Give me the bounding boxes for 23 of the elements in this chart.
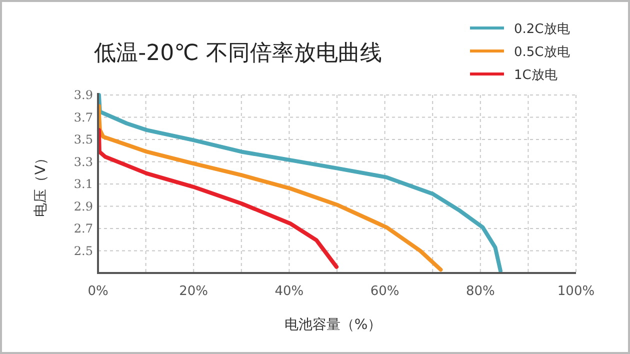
x-tick-label: 60% <box>370 284 400 299</box>
y-tick-label: 2.9 <box>74 199 93 214</box>
y-tick-label: 2.7 <box>74 222 93 236</box>
y-tick-label: 3.9 <box>74 88 93 102</box>
y-tick-label: 3.5 <box>74 132 93 146</box>
y-tick-label: 2.5 <box>74 244 93 258</box>
line-series <box>96 128 339 269</box>
y-tick-label: 3.1 <box>74 177 93 191</box>
line-series <box>96 104 443 272</box>
legend-label: 1C放电 <box>514 68 558 83</box>
x-tick-label: 80% <box>466 284 495 299</box>
x-tick-label: 0% <box>88 284 108 299</box>
y-axis-title: 电压（V） <box>33 151 49 217</box>
x-tick-label: 40% <box>274 284 304 299</box>
legend-label: 0.2C放电 <box>514 22 570 37</box>
line-series <box>96 93 502 273</box>
x-axis-title: 电池容量（%） <box>284 317 382 333</box>
chart-title: 低温-20℃ 不同倍率放电曲线 <box>94 41 382 66</box>
legend-label: 0.5C放电 <box>514 45 570 60</box>
y-tick-label: 3.7 <box>74 110 93 124</box>
y-tick-label: 3.3 <box>74 154 93 169</box>
x-tick-label: 100% <box>557 284 595 299</box>
x-tick-label: 20% <box>179 284 208 299</box>
